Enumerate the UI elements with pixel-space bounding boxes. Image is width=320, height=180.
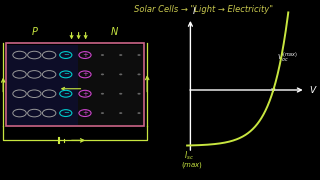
Text: +: + (82, 110, 88, 116)
Text: $V_{oc}^{(max)}$: $V_{oc}^{(max)}$ (276, 51, 298, 64)
Text: −: − (63, 52, 69, 58)
Circle shape (137, 112, 140, 114)
Bar (78, 45, 143, 125)
Text: +: + (82, 52, 88, 58)
Circle shape (101, 54, 104, 56)
Circle shape (119, 112, 122, 114)
Text: $I_{sc}$: $I_{sc}$ (184, 149, 194, 161)
Bar (6, 43, 144, 126)
Circle shape (101, 112, 104, 114)
Circle shape (137, 73, 140, 75)
Text: $(max)$: $(max)$ (181, 160, 203, 170)
Text: V: V (309, 86, 315, 94)
Circle shape (101, 93, 104, 95)
Circle shape (137, 93, 140, 95)
Circle shape (137, 54, 140, 56)
Text: Solar Cells → "Light → Electricity": Solar Cells → "Light → Electricity" (134, 5, 273, 14)
Text: −: − (63, 91, 69, 97)
Circle shape (101, 73, 104, 75)
Circle shape (119, 73, 122, 75)
Circle shape (119, 93, 122, 95)
Circle shape (119, 54, 122, 56)
Text: −: − (63, 71, 69, 77)
Text: +: + (82, 91, 88, 97)
Text: I: I (193, 7, 196, 16)
Text: −: − (63, 110, 69, 116)
Text: P: P (32, 27, 38, 37)
Bar (7, 45, 78, 125)
Text: +: + (82, 71, 88, 77)
Text: N: N (111, 27, 118, 37)
